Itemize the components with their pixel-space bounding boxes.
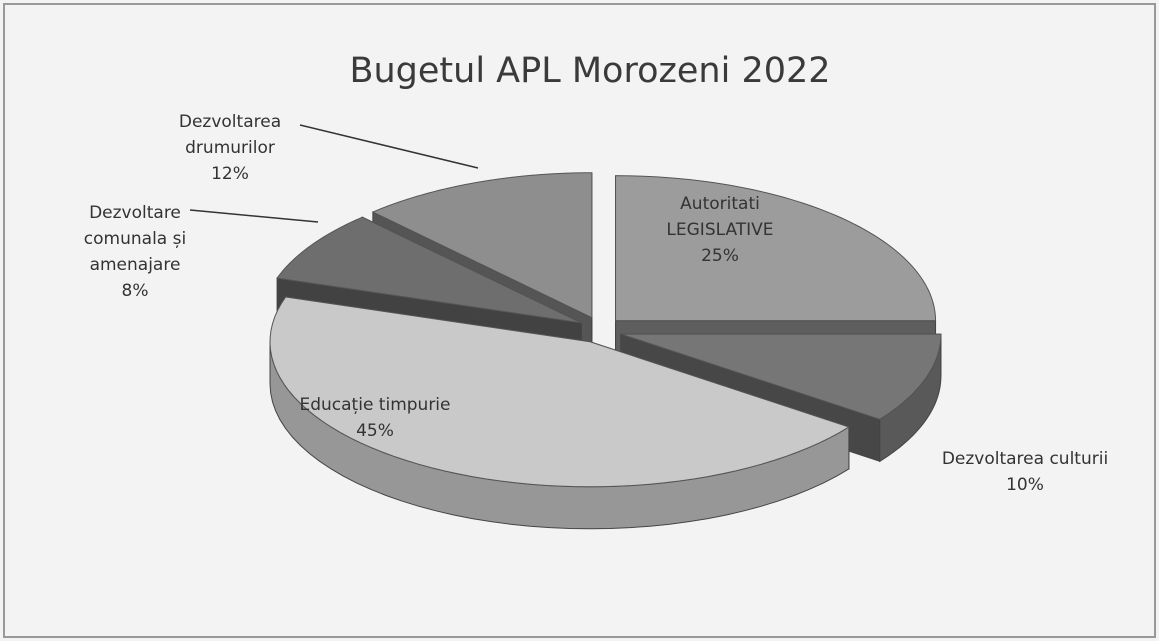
slice-label: Dezvoltare comunala și amenajare 8%	[50, 200, 220, 304]
slice-label: Dezvoltarea drumurilor 12%	[145, 109, 315, 187]
value-label: 8%	[121, 281, 149, 301]
category-label: Dezvoltarea culturii	[941, 449, 1109, 469]
slice	[615, 175, 937, 322]
slice-label: Autoritati LEGISLATIVE 25%	[635, 191, 805, 269]
slice	[620, 333, 942, 420]
chart-title: Bugetul APL Morozeni 2022	[349, 51, 830, 91]
slice	[269, 296, 851, 488]
slice-label: Dezvoltarea culturii 10%	[940, 446, 1110, 498]
leader-line	[299, 124, 479, 169]
value-label: 45%	[356, 421, 394, 441]
category-label: Autoritati LEGISLATIVE	[666, 194, 774, 240]
category-label: Dezvoltare comunala și amenajare	[83, 203, 187, 275]
slice-label: Educație timpurie 45%	[290, 392, 460, 444]
value-label: 12%	[211, 164, 249, 184]
leader-line	[189, 209, 319, 223]
value-label: 10%	[1006, 475, 1044, 495]
slice	[276, 216, 582, 324]
category-label: Dezvoltarea drumurilor	[178, 112, 282, 158]
slice	[371, 172, 593, 319]
value-label: 25%	[701, 246, 739, 266]
category-label: Educație timpurie	[299, 395, 451, 415]
chart-border	[3, 3, 1156, 638]
